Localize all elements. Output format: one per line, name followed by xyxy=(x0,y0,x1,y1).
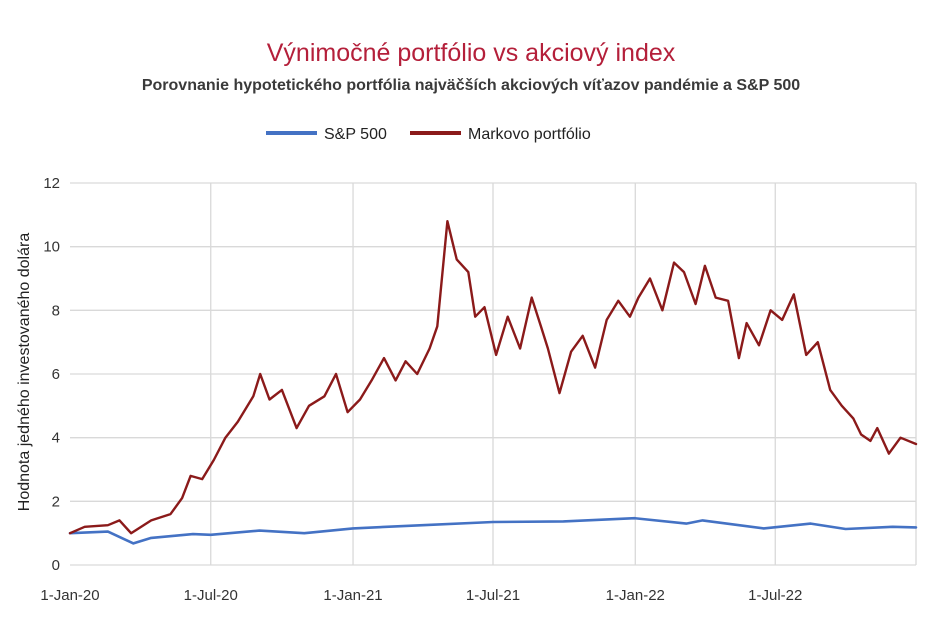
y-tick-label: 12 xyxy=(43,175,60,192)
y-tick-label: 6 xyxy=(52,366,60,383)
chart-subtitle: Porovnanie hypotetického portfólia najvä… xyxy=(142,77,800,94)
legend-label-portfolio: Markovo portfólio xyxy=(468,126,591,143)
series-line-sp500 xyxy=(68,516,918,545)
chart-title: Výnimočné portfólio vs akciový index xyxy=(267,39,676,67)
y-tick-label: 4 xyxy=(52,430,60,447)
y-axis-label: Hodnota jedného investovaného dolára xyxy=(16,233,33,512)
series-lines xyxy=(68,220,918,545)
x-axis-ticks: 1-Jan-20 1-Jul-20 1-Jan-21 1-Jul-21 1-Jan-22… xyxy=(40,587,802,604)
y-tick-label: 2 xyxy=(52,493,60,510)
x-tick-label: 1-Jul-20 xyxy=(184,587,238,604)
x-tick-label: 1-Jan-22 xyxy=(606,587,665,604)
y-tick-label: 8 xyxy=(52,302,60,319)
x-tick-label: 1-Jul-21 xyxy=(466,587,520,604)
gridlines xyxy=(70,182,917,566)
y-tick-label: 10 xyxy=(43,239,60,256)
legend: S&P 500 Markovo portfólio xyxy=(266,126,591,143)
y-tick-label: 0 xyxy=(52,557,60,574)
legend-label-sp500: S&P 500 xyxy=(324,126,387,143)
series-line-portfolio xyxy=(68,220,918,535)
x-tick-label: 1-Jul-22 xyxy=(748,587,802,604)
x-tick-label: 1-Jan-20 xyxy=(40,587,99,604)
y-axis-ticks: 0 2 4 6 8 10 12 xyxy=(43,175,60,574)
x-tick-label: 1-Jan-21 xyxy=(323,587,382,604)
